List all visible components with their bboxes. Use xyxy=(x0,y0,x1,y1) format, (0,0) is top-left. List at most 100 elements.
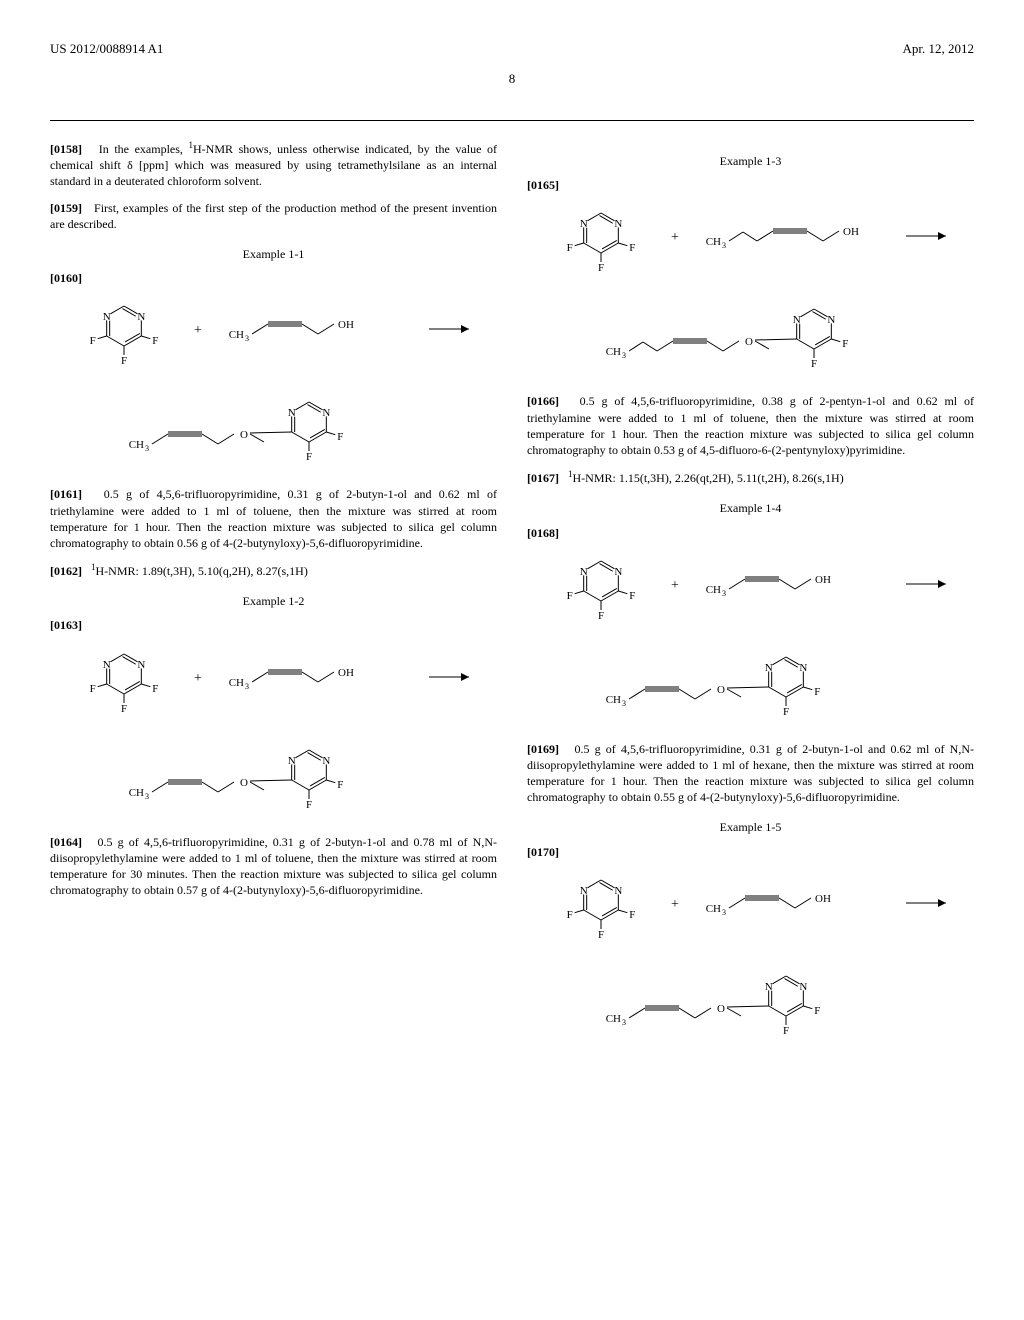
svg-text:CH: CH xyxy=(705,584,720,596)
svg-text:CH: CH xyxy=(605,346,620,358)
svg-text:OH: OH xyxy=(815,574,831,586)
svg-text:F: F xyxy=(629,909,635,921)
para-number: [0165] xyxy=(527,178,559,192)
svg-text:F: F xyxy=(89,336,95,348)
paragraph-0158: [0158] In the examples, 1H-NMR shows, un… xyxy=(50,139,497,190)
paragraph-0163: [0163] xyxy=(50,617,497,633)
svg-text:CH: CH xyxy=(128,787,143,799)
para-text: 0.5 g of 4,5,6-trifluoropyrimidine, 0.31… xyxy=(50,835,497,898)
svg-text:F: F xyxy=(782,706,788,718)
reaction-scheme-1-3-reactants: NNFFF+CH3OH xyxy=(541,203,961,283)
svg-text:F: F xyxy=(566,243,572,255)
svg-text:N: N xyxy=(322,755,330,767)
paragraph-0167: [0167] 1H-NMR: 1.15(t,3H), 2.26(qt,2H), … xyxy=(527,468,974,486)
svg-text:OH: OH xyxy=(843,226,859,238)
paragraph-0168: [0168] xyxy=(527,525,974,541)
reaction-scheme-1-2-reactants: NNFFF+CH3OH xyxy=(64,644,484,724)
page-header: US 2012/0088914 A1 Apr. 12, 2012 8 xyxy=(50,40,974,70)
svg-text:F: F xyxy=(782,1025,788,1037)
publication-date: Apr. 12, 2012 xyxy=(903,40,975,58)
svg-text:N: N xyxy=(579,885,587,897)
svg-text:O: O xyxy=(240,429,248,441)
svg-text:+: + xyxy=(671,578,679,593)
para-text: H-NMR: 1.15(t,3H), 2.26(qt,2H), 5.11(t,2… xyxy=(573,471,844,485)
paragraph-0166: [0166] 0.5 g of 4,5,6-trifluoropyrimidin… xyxy=(527,393,974,458)
svg-text:F: F xyxy=(337,779,343,791)
svg-text:+: + xyxy=(671,897,679,912)
svg-text:N: N xyxy=(799,981,807,993)
svg-text:N: N xyxy=(322,407,330,419)
para-text: 0.5 g of 4,5,6-trifluoropyrimidine, 0.38… xyxy=(527,394,974,457)
reaction-scheme-1-4-reactants: NNFFF+CH3OH xyxy=(541,551,961,631)
paragraph-0161: [0161] 0.5 g of 4,5,6-trifluoropyrimidin… xyxy=(50,486,497,551)
svg-text:F: F xyxy=(120,703,126,715)
svg-text:F: F xyxy=(814,686,820,698)
svg-text:CH: CH xyxy=(228,677,243,689)
right-column: Example 1-3 [0165] NNFFF+CH3OH CH3ONNFF … xyxy=(527,139,974,1060)
svg-text:F: F xyxy=(152,683,158,695)
para-number: [0161] xyxy=(50,487,82,501)
svg-text:CH: CH xyxy=(705,236,720,248)
paragraph-0165: [0165] xyxy=(527,177,974,193)
svg-text:F: F xyxy=(566,590,572,602)
svg-text:N: N xyxy=(137,311,145,323)
svg-text:OH: OH xyxy=(815,893,831,905)
para-number: [0167] xyxy=(527,471,559,485)
para-text: H-NMR: 1.89(t,3H), 5.10(q,2H), 8.27(s,1H… xyxy=(96,564,308,578)
svg-text:OH: OH xyxy=(338,667,354,679)
svg-text:+: + xyxy=(671,230,679,245)
svg-text:3: 3 xyxy=(145,444,149,453)
para-text: 0.5 g of 4,5,6-trifluoropyrimidine, 0.31… xyxy=(50,487,497,550)
svg-text:O: O xyxy=(717,1003,725,1015)
svg-text:N: N xyxy=(102,659,110,671)
svg-text:CH: CH xyxy=(228,329,243,341)
svg-text:F: F xyxy=(597,929,603,941)
svg-text:3: 3 xyxy=(622,351,626,360)
svg-text:F: F xyxy=(814,1005,820,1017)
para-text-a: In the examples, xyxy=(99,142,189,156)
svg-text:+: + xyxy=(194,671,202,686)
para-text: First, examples of the first step of the… xyxy=(50,201,497,231)
paragraph-0170: [0170] xyxy=(527,844,974,860)
svg-text:3: 3 xyxy=(722,589,726,598)
reaction-scheme-1-2-product: CH3ONNFF xyxy=(64,734,484,824)
reaction-scheme-1-1-product: CH3ONNFF xyxy=(64,386,484,476)
svg-text:N: N xyxy=(287,755,295,767)
svg-text:F: F xyxy=(629,590,635,602)
svg-text:O: O xyxy=(240,777,248,789)
reaction-scheme-1-3-product: CH3ONNFF xyxy=(541,293,961,383)
svg-text:N: N xyxy=(614,566,622,578)
svg-text:3: 3 xyxy=(245,334,249,343)
svg-text:F: F xyxy=(597,610,603,622)
publication-number: US 2012/0088914 A1 xyxy=(50,40,163,58)
svg-text:F: F xyxy=(120,355,126,367)
para-number: [0166] xyxy=(527,394,559,408)
svg-text:N: N xyxy=(827,314,835,326)
svg-text:N: N xyxy=(579,566,587,578)
svg-text:F: F xyxy=(629,243,635,255)
two-column-layout: [0158] In the examples, 1H-NMR shows, un… xyxy=(50,139,974,1060)
para-number: [0162] xyxy=(50,564,82,578)
svg-text:CH: CH xyxy=(605,694,620,706)
para-number: [0160] xyxy=(50,271,82,285)
svg-text:N: N xyxy=(614,218,622,230)
svg-text:N: N xyxy=(764,981,772,993)
svg-text:F: F xyxy=(89,683,95,695)
svg-text:+: + xyxy=(194,323,202,338)
left-column: [0158] In the examples, 1H-NMR shows, un… xyxy=(50,139,497,1060)
svg-text:3: 3 xyxy=(245,682,249,691)
svg-text:F: F xyxy=(566,909,572,921)
svg-text:3: 3 xyxy=(722,908,726,917)
svg-text:N: N xyxy=(792,314,800,326)
svg-text:O: O xyxy=(745,336,753,348)
svg-text:O: O xyxy=(717,684,725,696)
example-title-1-2: Example 1-2 xyxy=(50,593,497,609)
svg-text:F: F xyxy=(337,432,343,444)
paragraph-0160: [0160] xyxy=(50,270,497,286)
svg-text:3: 3 xyxy=(145,792,149,801)
para-number: [0159] xyxy=(50,201,82,215)
example-title-1-5: Example 1-5 xyxy=(527,819,974,835)
svg-text:CH: CH xyxy=(128,439,143,451)
svg-text:3: 3 xyxy=(722,241,726,250)
svg-text:CH: CH xyxy=(605,1013,620,1025)
